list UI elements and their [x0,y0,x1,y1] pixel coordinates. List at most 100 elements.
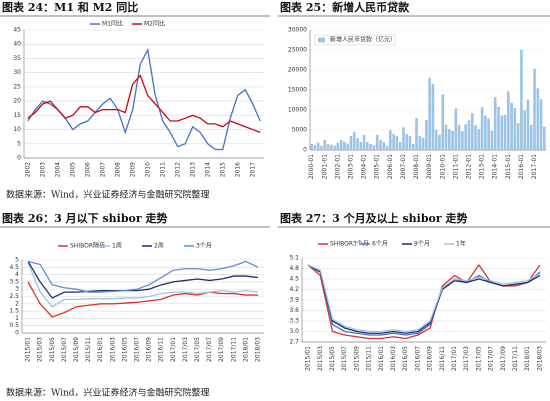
bar [428,78,431,150]
y-tick-label: 2.7 [289,339,299,346]
x-tick-label: 2016/11 [158,337,165,362]
x-tick-label: 2011 [159,162,166,177]
y-tick-label: 15000 [288,87,307,94]
x-tick-label: 2015/11 [85,337,92,362]
x-tick-label: 2014 [204,162,211,177]
y-tick-label: 5 [17,140,21,147]
bar [523,110,527,150]
y-tick-label: 0 [15,330,19,337]
x-tick-label: 2016 [234,162,241,177]
bar [415,118,418,150]
legend-label: 6个月 [372,241,388,248]
bar [477,129,481,150]
x-tick-label: 2004 [54,162,61,177]
x-tick-label: 2001-01 [321,154,328,179]
bar [444,124,448,150]
bar [362,134,366,150]
x-tick-label: 2016/03 [390,346,397,371]
bar [461,131,464,150]
x-tick-label: 2014-01 [492,154,499,179]
x-tick-label: 2017/07 [488,346,495,371]
legend-label: 2周 [154,243,164,250]
y-tick-label: 3.0 [289,328,299,335]
bar [359,142,363,150]
x-tick-label: 2005 [69,162,76,177]
x-tick-label: 2018/03 [536,346,543,371]
bar [329,144,333,150]
x-tick-label: 2017/09 [500,346,507,371]
y-tick-label: 40 [13,41,21,48]
x-tick-label: 2016/07 [414,346,421,371]
bar [490,130,494,150]
x-tick-label: 2012 [174,162,181,177]
x-tick-label: 2016/01 [97,337,104,362]
x-tick-label: 2013 [189,162,196,177]
x-tick-label: 2016/11 [439,346,446,371]
bar [405,134,409,150]
x-tick-label: 2015/09 [73,337,80,362]
bar [366,142,369,150]
y-tick-label: 4.2 [289,286,299,293]
bar [375,134,379,150]
bar [497,106,500,150]
bar [349,136,353,150]
y-tick-label: 3 [15,286,19,293]
x-tick-label: 2009-01 [426,154,433,179]
bar [464,124,468,150]
x-tick-label: 2007 [99,162,106,177]
bar [316,142,320,150]
x-tick-label: 2008-01 [413,154,420,179]
bar [418,136,422,150]
bar [326,144,330,150]
y-tick-label: 30000 [288,27,307,34]
x-tick-label: 2017/11 [230,337,237,362]
legend-swatch [318,37,325,43]
line-series [27,74,261,134]
bar [447,129,451,150]
x-tick-label: 2015/05 [49,337,56,362]
legend-label: 1年 [456,240,466,248]
x-tick-label: 2018/03 [254,337,261,362]
chart-title: 图表 24：M1 和 M2 同比 [2,0,138,14]
bar [470,113,474,150]
x-tick-label: 2015/01 [305,346,312,371]
x-tick-label: 2015/07 [61,337,68,362]
bar [388,130,392,150]
y-tick-label: 25000 [288,47,307,54]
bar [451,130,454,150]
legend-label: 3个月 [196,243,212,250]
y-tick-label: 45 [13,27,21,34]
y-tick-label: 20000 [288,67,307,74]
x-tick-label: 2017/05 [475,346,482,371]
x-tick-label: 2015/11 [366,346,373,371]
bar [503,114,507,150]
bar [457,124,461,150]
bar [356,138,359,150]
bar [379,140,382,150]
bar [333,145,336,150]
x-tick-label: 2016/07 [133,337,140,362]
x-tick-label: 2016/01 [378,346,385,371]
bar [533,68,536,150]
bar [339,140,343,150]
bar [411,144,415,150]
source-note: 数据来源：Wind，兴业证券经济与金融研究院整理 [6,189,210,201]
x-tick-label: 2015/05 [329,346,336,371]
y-tick-label: 10 [13,126,21,133]
bar [493,97,497,150]
bar [395,136,399,150]
bar [425,120,428,150]
bar [441,94,445,150]
y-tick-label: 0 [303,147,307,154]
y-tick-label: 15 [13,112,21,119]
x-tick-label: 2018/01 [242,337,249,362]
bar [454,108,458,150]
x-tick-label: 2008 [114,162,121,177]
legend-label: SHIBOR3个月 [330,241,369,248]
chart-title: 图表 25：新增人民币贷款 [280,0,410,14]
x-tick-label: 2007-01 [400,154,407,179]
y-tick-label: 30 [13,69,21,76]
x-tick-label: 2015/09 [353,346,360,371]
x-tick-label: 2015/07 [341,346,348,371]
